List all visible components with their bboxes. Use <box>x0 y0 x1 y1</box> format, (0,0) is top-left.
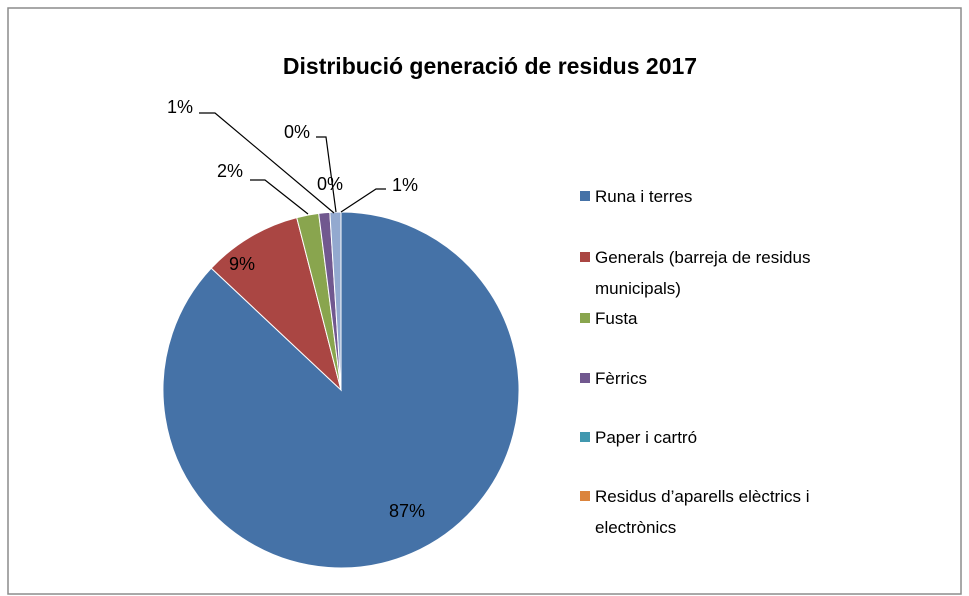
data-label: 9% <box>229 254 255 274</box>
data-label: 1% <box>167 97 193 117</box>
legend-item: Fèrrics <box>580 363 820 394</box>
pie-slice <box>210 216 342 392</box>
legend-item: Paper i cartró <box>580 422 820 453</box>
legend-label: Fusta <box>595 309 638 328</box>
legend-label: Paper i cartró <box>595 428 698 447</box>
legend-item: Residus d’aparells elèctrics i electròni… <box>580 481 820 543</box>
leader-line <box>199 112 335 214</box>
leader-line <box>340 188 386 213</box>
legend-item: Fusta <box>580 303 820 334</box>
pie-slice <box>162 211 520 569</box>
legend-label: Fèrrics <box>595 369 647 388</box>
data-label: 87% <box>389 501 425 521</box>
legend-item: Generals (barreja de residus municipals) <box>580 242 820 304</box>
legend-swatch <box>580 432 590 442</box>
leader-line <box>316 136 337 213</box>
legend-label: Runa i terres <box>595 187 693 206</box>
legend-swatch <box>580 191 590 201</box>
data-label: 2% <box>217 161 243 181</box>
data-label: 0% <box>317 174 343 194</box>
legend-label: Generals (barreja de residus municipals) <box>595 248 811 298</box>
legend-swatch <box>580 313 590 323</box>
data-label: 1% <box>392 175 418 195</box>
legend-swatch <box>580 373 590 383</box>
chart-title: Distribució generació de residus 2017 <box>283 53 697 79</box>
legend-swatch <box>580 252 590 262</box>
legend-item: Runa i terres <box>580 181 820 212</box>
leader-line <box>250 179 309 215</box>
legend-swatch <box>580 491 590 501</box>
pie-slice <box>329 211 342 391</box>
data-label: 0% <box>284 122 310 142</box>
legend-label: Residus d’aparells elèctrics i electròni… <box>595 487 810 537</box>
